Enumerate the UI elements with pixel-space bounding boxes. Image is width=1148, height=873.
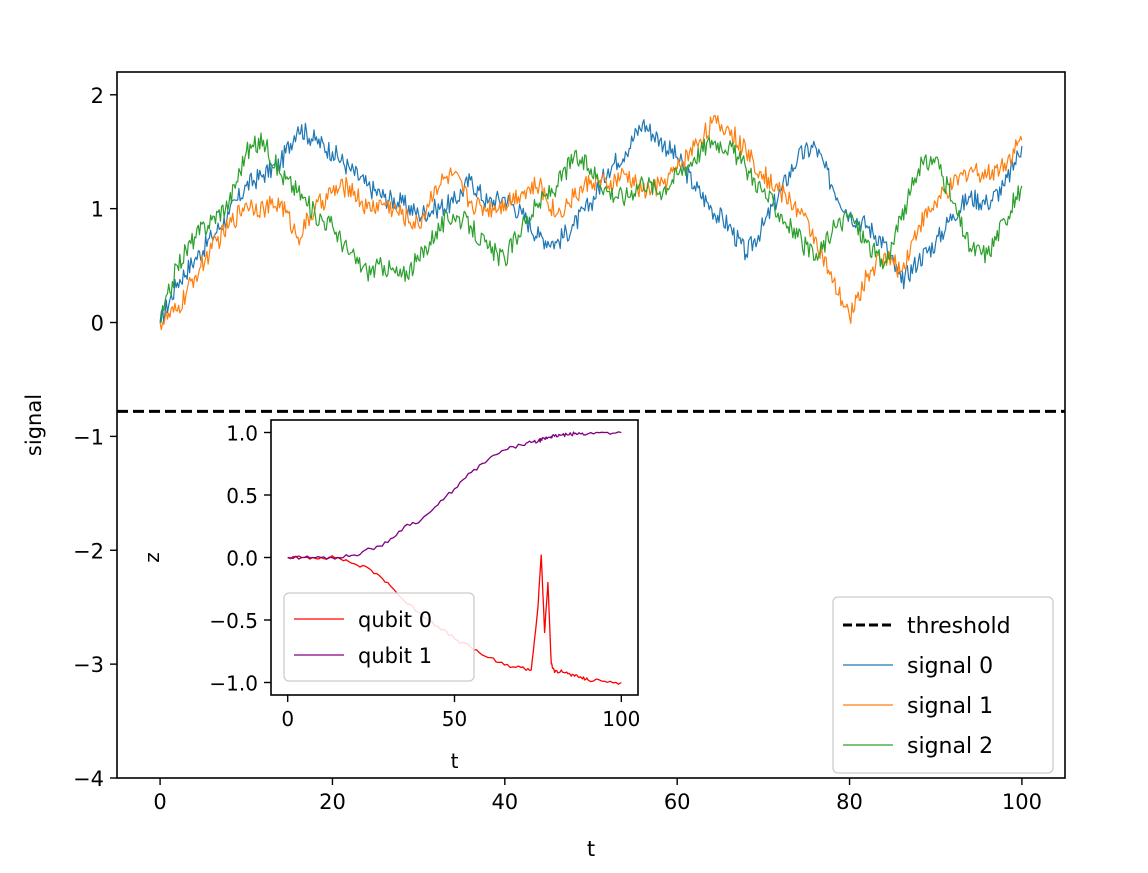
x-tick-label: 20 [319,790,346,814]
series-line-signal-2 [159,132,1023,324]
y-tick-label: 1.0 [226,422,258,446]
legend-label: qubit 0 [358,608,432,632]
y-tick-label: −1.0 [209,672,258,696]
inset-plot: 0 50 100 −1.0 −0.5 0.0 0.5 1.0 t z qubit 0 qubit 1 [140,419,640,773]
y-tick-label: −3 [73,653,104,677]
legend-label: threshold [907,614,1011,639]
x-tick-label: 60 [664,790,691,814]
x-tick-label: 100 [1002,790,1042,814]
legend-box [283,592,475,682]
legend-box [832,596,1054,774]
x-tick-label: 80 [836,790,863,814]
y-tick-label: −2 [73,539,104,563]
x-tick-label: 0 [153,790,166,814]
x-tick-label: 40 [491,790,518,814]
y-tick-label: 2 [91,84,104,108]
series-line-signal-0 [159,119,1023,324]
y-tick-label: −0.5 [209,609,258,633]
legend-label: signal 1 [907,694,993,719]
x-axis-label: t [451,749,459,773]
y-tick-label: 1 [91,198,104,222]
y-axis-label: signal [22,394,46,456]
plot-frame [116,71,1066,779]
x-tick-label: 100 [602,707,640,731]
y-tick-label: −1 [73,425,104,449]
legend-label: signal 0 [907,654,993,679]
series-line-qubit-0 [287,554,622,685]
y-tick-label: 0.5 [226,484,258,508]
series-line-qubit-1 [287,431,622,560]
x-axis-label: t [587,837,595,861]
legend-label: signal 2 [907,734,993,759]
y-tick-label: 0 [91,312,104,336]
x-tick-label: 0 [281,707,294,731]
legend-label: qubit 1 [358,644,432,668]
series-line-signal-1 [159,114,1023,331]
y-axis-label: z [140,552,164,563]
x-tick-label: 50 [442,707,467,731]
y-tick-label: −4 [73,767,104,791]
y-tick-label: 0.0 [226,547,258,571]
